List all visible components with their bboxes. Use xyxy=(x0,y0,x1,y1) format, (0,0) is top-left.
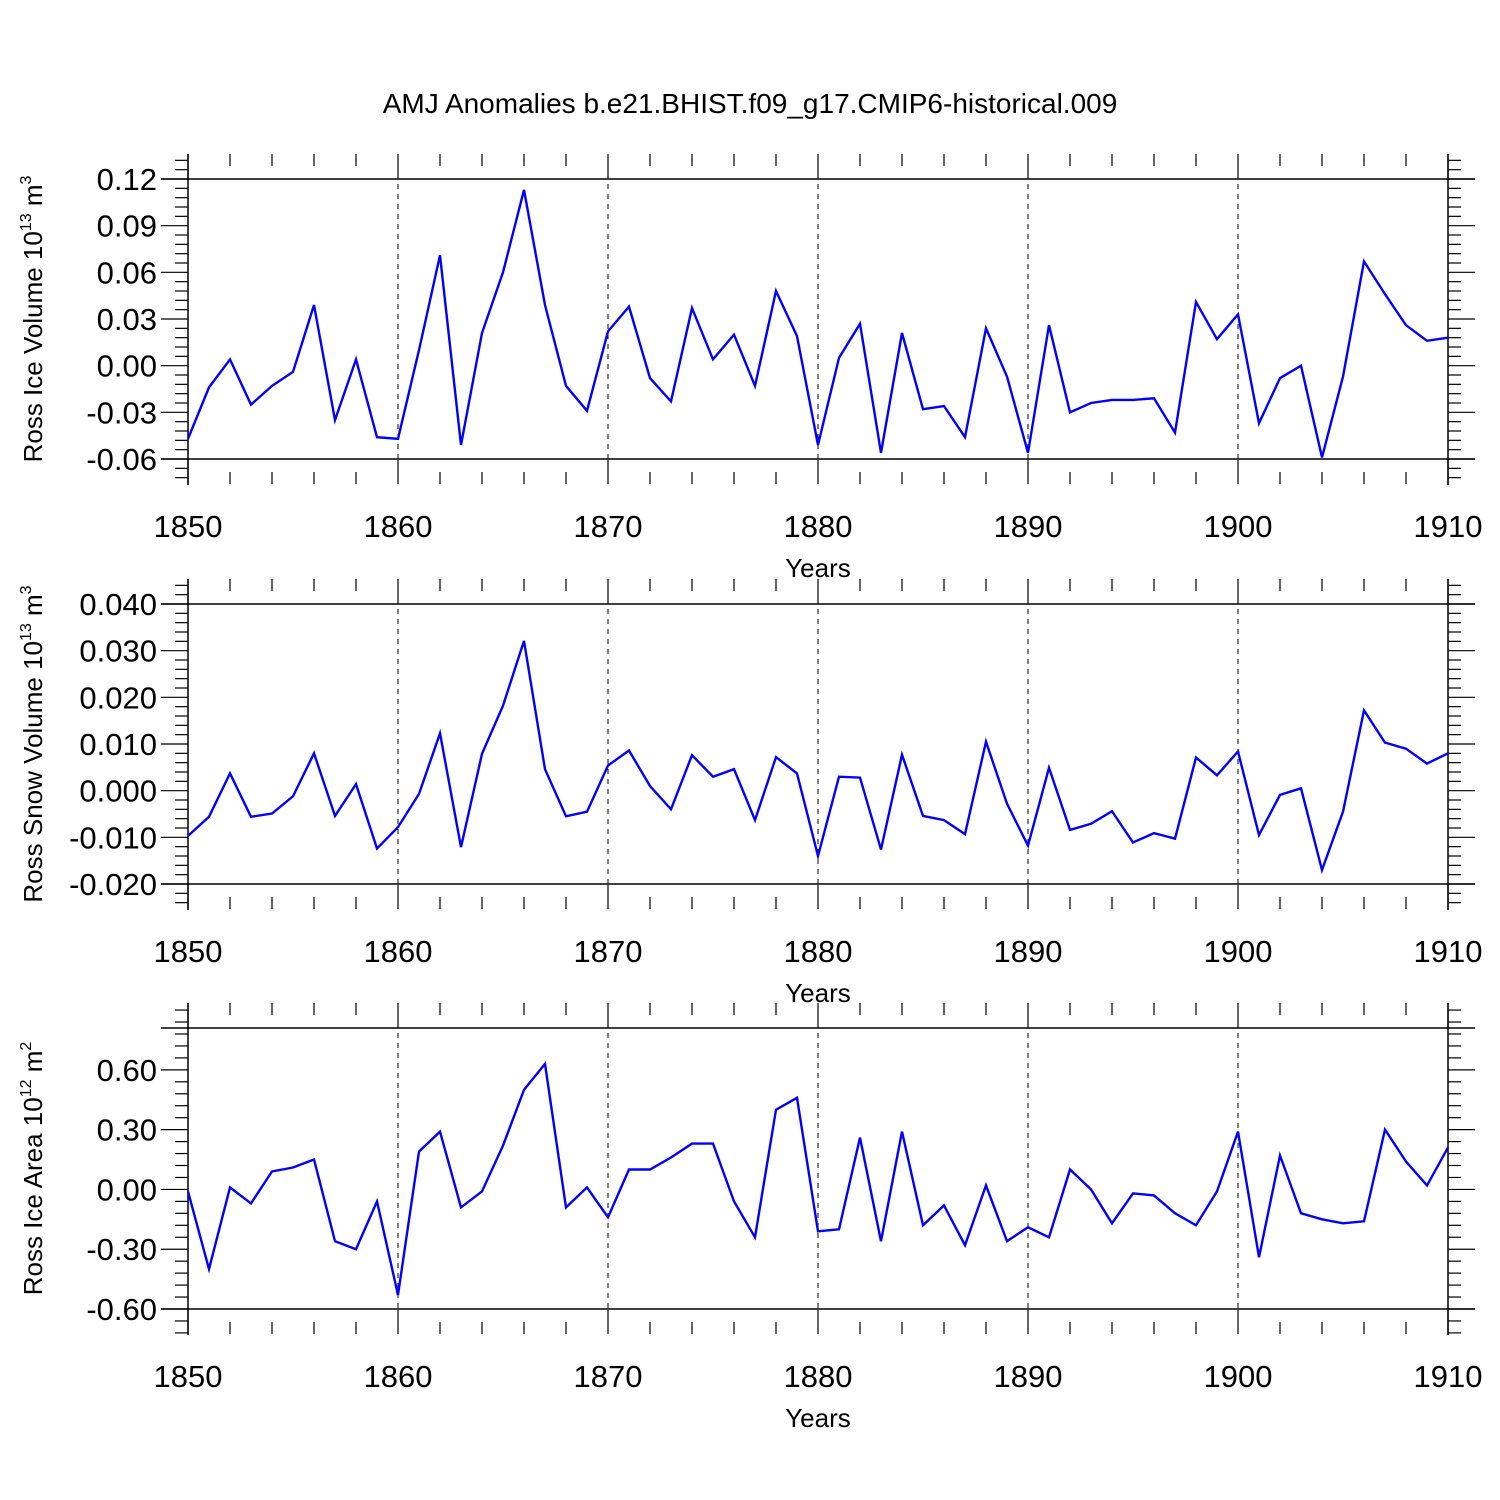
panel-1-x-tick-label: 1850 xyxy=(154,509,223,544)
panel-3-y-tick-label: 0.60 xyxy=(97,1053,157,1088)
panel-3-x-tick-label: 1850 xyxy=(154,1359,223,1394)
panel-3-y-axis-label: Ross Ice Area 1012 m2 xyxy=(18,1042,48,1296)
panel-2-x-tick-label: 1900 xyxy=(1204,934,1273,969)
panel-2-x-tick-label: 1870 xyxy=(574,934,643,969)
panel-1-y-tick-label: 0.00 xyxy=(97,349,157,384)
panel-3-y-tick-label: 0.30 xyxy=(97,1113,157,1148)
panel-1-y-tick-label: -0.06 xyxy=(86,442,157,477)
panel-1-y-tick-label: 0.03 xyxy=(97,302,157,337)
panel-3-x-tick-label: 1890 xyxy=(994,1359,1063,1394)
figure-title: AMJ Anomalies b.e21.BHIST.f09_g17.CMIP6-… xyxy=(382,88,1118,119)
panel-3-y-tick-label: -0.60 xyxy=(86,1292,157,1327)
panel-1-series-line xyxy=(186,189,1449,458)
panel-3-y-tick-label: -0.30 xyxy=(86,1232,157,1267)
panel-3-x-tick-label: 1910 xyxy=(1414,1359,1483,1394)
panel-2-y-axis-label: Ross Snow Volume 1013 m3 xyxy=(18,585,48,902)
panel-1-x-tick-label: 1860 xyxy=(364,509,433,544)
panel-3-x-tick-label: 1860 xyxy=(364,1359,433,1394)
panel-1-y-axis-label: Ross Ice Volume 1013 m3 xyxy=(18,175,48,462)
panel-2-x-tick-label: 1880 xyxy=(784,934,853,969)
panel-3-x-tick-label: 1900 xyxy=(1204,1359,1273,1394)
panel-2-x-tick-label: 1890 xyxy=(994,934,1063,969)
panel-1-y-tick-label: -0.03 xyxy=(86,395,157,430)
panel-3-series-line xyxy=(186,1061,1450,1296)
panel-2-y-tick-label: 0.000 xyxy=(79,774,157,809)
panel-1-x-tick-label: 1870 xyxy=(574,509,643,544)
panel-2-series-line xyxy=(187,640,1449,875)
panel-1-y-tick-label: 0.09 xyxy=(97,209,157,244)
panel-1-y-tick-label: 0.12 xyxy=(97,162,157,197)
panel-1-x-tick-label: 1890 xyxy=(994,509,1063,544)
panel-1-x-tick-label: 1910 xyxy=(1414,509,1483,544)
panel-3-x-tick-label: 1880 xyxy=(784,1359,853,1394)
panel-2-y-tick-label: -0.020 xyxy=(69,867,157,902)
panel-2-y-tick-label: 0.040 xyxy=(79,587,157,622)
panel-2-x-tick-label: 1910 xyxy=(1414,934,1483,969)
panel-3-y-tick-label: 0.00 xyxy=(97,1172,157,1207)
panel-2-x-tick-label: 1850 xyxy=(154,934,223,969)
panel-2-y-tick-label: 0.020 xyxy=(79,680,157,715)
panel-1-x-tick-label: 1880 xyxy=(784,509,853,544)
panel-2-y-tick-label: 0.010 xyxy=(79,727,157,762)
panel-1-y-tick-label: 0.06 xyxy=(97,255,157,290)
panel-3-x-axis-label: Years xyxy=(785,1403,851,1433)
panel-3-x-tick-label: 1870 xyxy=(574,1359,643,1394)
panel-2-y-tick-label: 0.030 xyxy=(79,634,157,669)
panel-1-x-tick-label: 1900 xyxy=(1204,509,1273,544)
panel-1-x-axis-label: Years xyxy=(785,553,851,583)
panel-2-x-tick-label: 1860 xyxy=(364,934,433,969)
panel-2-y-tick-label: -0.010 xyxy=(69,820,157,855)
